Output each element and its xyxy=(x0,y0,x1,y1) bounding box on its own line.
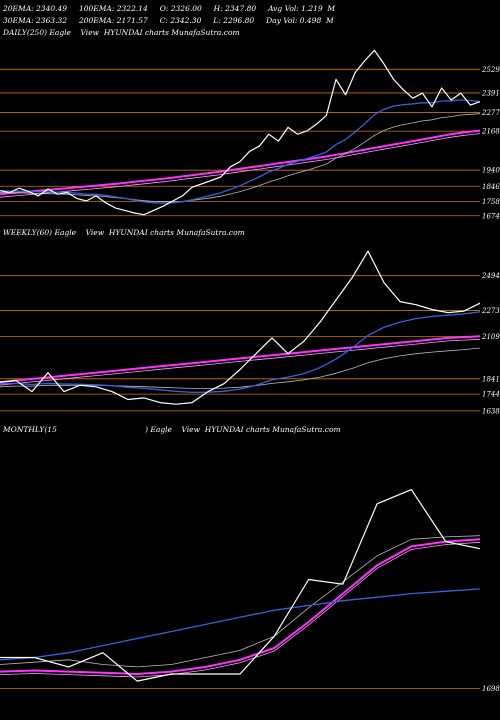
ema-fast-series-line xyxy=(0,99,481,204)
weekly-chart-title: WEEKLY(60) Eagle View HYUNDAI charts Mun… xyxy=(3,228,245,237)
price-series-line xyxy=(0,250,481,405)
header-line-1: 20EMA: 2340.49 100EMA: 2322.14 O: 2326.0… xyxy=(3,4,336,13)
ema-slow-series-line xyxy=(0,129,481,196)
monthly-chart-title: MONTHLY(15 ) Eagle View HYUNDAI charts M… xyxy=(3,425,341,434)
ema-slow-band-line xyxy=(0,338,481,386)
ema-grey-series-line xyxy=(0,535,481,668)
ema-fast-series-line xyxy=(0,588,481,661)
level-label: 1698 xyxy=(482,685,500,693)
level-label: 1638 xyxy=(482,407,500,415)
level-label: 2391 xyxy=(481,89,500,97)
price-series-line xyxy=(0,489,481,682)
level-label: 1758 xyxy=(482,198,500,206)
ema-slow-series-line xyxy=(0,335,481,384)
level-label: 1846 xyxy=(482,183,500,191)
ema-fast-series-line xyxy=(0,311,481,394)
level-label: 1744 xyxy=(482,391,500,399)
ema-slow-series-line xyxy=(0,538,481,675)
daily-chart-title: DAILY(250) Eagle View HYUNDAI charts Mun… xyxy=(3,28,240,37)
level-label: 2529 xyxy=(481,66,500,74)
level-label: 2494 xyxy=(481,272,500,280)
ema-slow-band-line xyxy=(0,541,481,678)
ema-slow-band-line xyxy=(0,133,481,198)
chart-panel-2: 1698 xyxy=(0,489,500,693)
level-label: 2277 xyxy=(481,109,500,117)
level-label: 1841 xyxy=(482,375,500,383)
ema-grey-series-line xyxy=(0,347,481,389)
price-series-line xyxy=(0,49,481,216)
chart-panel-1: 2494 2273 2109 1841 1744 1638 xyxy=(0,250,500,415)
chart-panel-0: 2529 2391 2277 2168 1940 1846 1758 1674 xyxy=(0,49,500,220)
ema-grey-series-line xyxy=(0,113,481,203)
level-label: 2273 xyxy=(481,307,500,315)
level-label: 2109 xyxy=(481,333,500,341)
header-line-2: 30EMA: 2363.32 200EMA: 2171.57 C: 2342.3… xyxy=(3,16,334,25)
level-label: 1940 xyxy=(482,167,500,175)
level-label: 2168 xyxy=(481,128,500,136)
level-label: 1674 xyxy=(482,212,500,220)
